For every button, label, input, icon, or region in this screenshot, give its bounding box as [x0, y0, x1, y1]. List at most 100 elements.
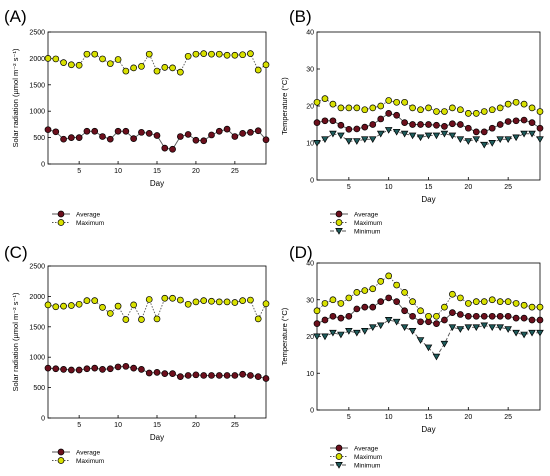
legend-marker-minimum [335, 228, 343, 235]
data-point-average [480, 128, 488, 136]
data-point-average [223, 372, 231, 379]
legend-marker-average [335, 444, 343, 452]
data-point-average [177, 373, 184, 381]
data-point-minimum [528, 329, 536, 337]
data-point-minimum [520, 331, 528, 339]
data-point-average [536, 124, 544, 132]
legend-marker-average [335, 210, 343, 218]
x-tick-label: 15 [425, 184, 433, 191]
data-point-average [441, 122, 448, 130]
data-point-maximum [313, 307, 321, 315]
data-point-maximum [536, 303, 544, 311]
data-point-maximum [528, 104, 536, 112]
legend-marker-maximum [335, 453, 343, 460]
data-point-minimum [464, 324, 473, 332]
data-point-average [239, 130, 246, 137]
data-point-maximum [353, 104, 361, 112]
data-point-maximum [369, 285, 377, 293]
data-point-minimum [392, 318, 401, 326]
data-point-minimum [456, 326, 465, 333]
y-tick-label: 40 [306, 30, 314, 37]
data-point-maximum [161, 64, 169, 71]
data-point-average [161, 144, 169, 152]
y-axis-label: Temperature (°C) [280, 77, 289, 135]
data-point-maximum [441, 303, 448, 311]
legend-label: Average [76, 211, 100, 218]
legend-label: Maximum [354, 220, 382, 227]
data-point-average [536, 316, 544, 324]
data-point-maximum [231, 51, 239, 59]
data-point-average [369, 121, 377, 128]
x-axis-label: Day [150, 433, 164, 442]
data-point-maximum [417, 106, 424, 114]
data-point-maximum [504, 100, 512, 108]
data-point-average [417, 318, 424, 326]
data-point-maximum [68, 61, 75, 69]
data-point-maximum [184, 300, 192, 308]
data-point-average [52, 128, 60, 136]
data-point-minimum [392, 128, 401, 136]
data-point-maximum [425, 104, 432, 112]
data-point-minimum [360, 136, 369, 144]
legend-label: Average [354, 211, 378, 218]
data-point-average [433, 121, 440, 129]
data-point-minimum [408, 132, 417, 140]
data-point-maximum [247, 50, 254, 57]
data-point-minimum [416, 337, 425, 344]
data-point-average [114, 363, 122, 371]
data-point-minimum [496, 136, 504, 144]
data-point-average [223, 125, 231, 133]
panel-label: (D) [289, 243, 313, 262]
legend-marker-minimum [335, 462, 343, 469]
data-point-average [337, 314, 345, 322]
data-point-average [337, 121, 345, 129]
data-point-average [504, 312, 512, 320]
data-point-average [472, 128, 480, 136]
data-point-minimum [448, 324, 457, 332]
data-point-minimum [464, 138, 473, 145]
data-point-average [130, 364, 137, 372]
data-point-average [153, 132, 161, 139]
y-tick-label: 500 [33, 135, 45, 142]
data-point-average [321, 316, 329, 324]
y-tick-label: 30 [306, 297, 314, 304]
data-point-average [99, 366, 106, 373]
data-point-average [83, 127, 91, 135]
data-point-maximum [433, 312, 440, 320]
data-point-maximum [254, 66, 262, 74]
data-point-average [417, 121, 424, 128]
data-point-average [361, 123, 369, 131]
data-point-maximum [83, 297, 91, 305]
data-point-minimum [512, 329, 520, 337]
y-tick-label: 40 [306, 261, 314, 268]
data-point-minimum [384, 127, 393, 134]
data-point-average [138, 366, 145, 373]
data-point-maximum [313, 98, 321, 106]
data-point-maximum [223, 298, 231, 306]
data-point-maximum [536, 108, 544, 115]
data-point-maximum [138, 62, 145, 70]
data-point-maximum [52, 303, 60, 311]
y-tick-label: 10 [306, 371, 314, 378]
data-point-average [520, 116, 528, 124]
data-point-maximum [138, 316, 145, 323]
data-point-average [457, 121, 464, 128]
data-point-maximum [337, 104, 345, 112]
data-point-maximum [385, 272, 393, 280]
data-point-average [169, 145, 176, 153]
data-point-average [184, 131, 192, 138]
x-tick-label: 5 [77, 422, 81, 429]
legend-marker-average [57, 448, 65, 456]
data-point-average [409, 312, 416, 320]
series-line-minimum [316, 129, 541, 146]
data-point-average [114, 127, 122, 135]
y-tick-label: 1500 [29, 324, 45, 331]
data-point-maximum [329, 296, 337, 304]
legend-marker-average [57, 210, 65, 218]
data-point-maximum [449, 290, 456, 298]
data-point-maximum [145, 296, 153, 303]
chart-panel: (D) 0 10 20 30 40 5 10 15 20 25 Day Temperature (°C)… [280, 243, 544, 469]
data-point-average [425, 121, 432, 128]
y-tick-label: 0 [41, 416, 45, 423]
plot-frame [316, 262, 541, 411]
